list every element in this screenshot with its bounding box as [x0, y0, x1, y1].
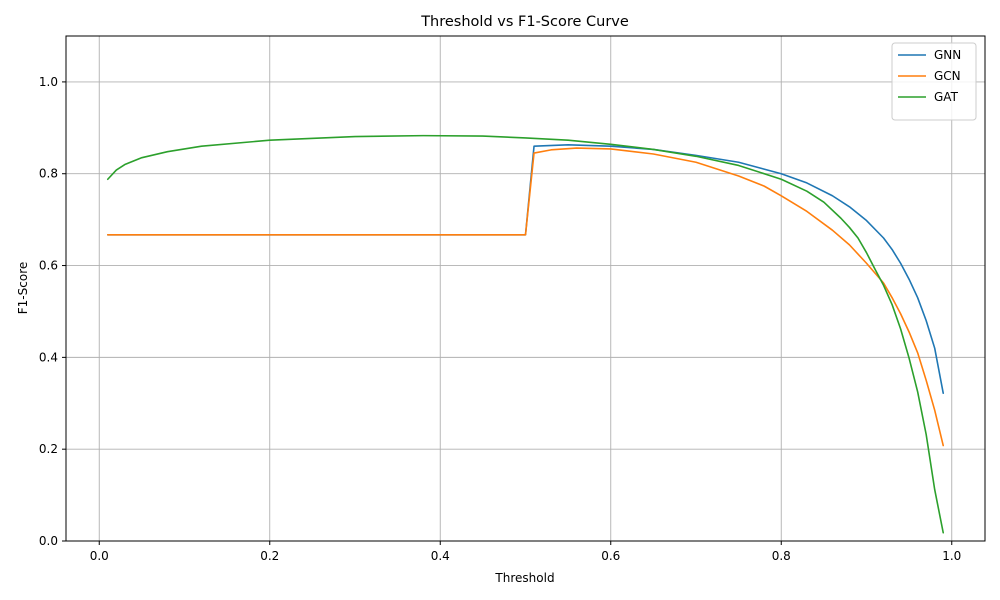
y-axis-label: F1-Score: [16, 262, 30, 314]
x-tick-label-0: 0.0: [90, 549, 109, 563]
x-tick-label-3: 0.6: [601, 549, 620, 563]
y-tick-label-4: 0.8: [39, 167, 58, 181]
legend: GNN GCN GAT: [891, 42, 977, 121]
plot-frame: [65, 35, 986, 542]
x-tick-label-4: 0.8: [772, 549, 791, 563]
legend-box: [891, 42, 977, 121]
legend-label-gat: GAT: [934, 90, 959, 104]
series-line-gcn: [106, 147, 945, 447]
series-line-gnn: [106, 144, 945, 394]
y-tick-label-0: 0.0: [39, 534, 58, 548]
y-tick-label-5: 1.0: [39, 75, 58, 89]
series-lines: [106, 134, 945, 534]
x-tick-label-5: 1.0: [942, 549, 961, 563]
x-axis-label: Threshold: [494, 571, 554, 585]
legend-label-gcn: GCN: [934, 69, 961, 83]
legend-label-gnn: GNN: [934, 48, 961, 62]
y-tick-label-2: 0.4: [39, 350, 58, 364]
y-tick-label-3: 0.6: [39, 259, 58, 273]
chart-title: Threshold vs F1-Score Curve: [420, 14, 629, 30]
y-tick-label-1: 0.2: [39, 442, 58, 456]
axes: 0.0 0.2 0.4 0.6 0.8 1.0 0.0 0.2 0.4 0.6 0.8 1.0: [39, 35, 986, 563]
series-line-gat: [106, 134, 945, 534]
x-tick-label-1: 0.2: [260, 549, 279, 563]
x-tick-label-2: 0.4: [431, 549, 450, 563]
